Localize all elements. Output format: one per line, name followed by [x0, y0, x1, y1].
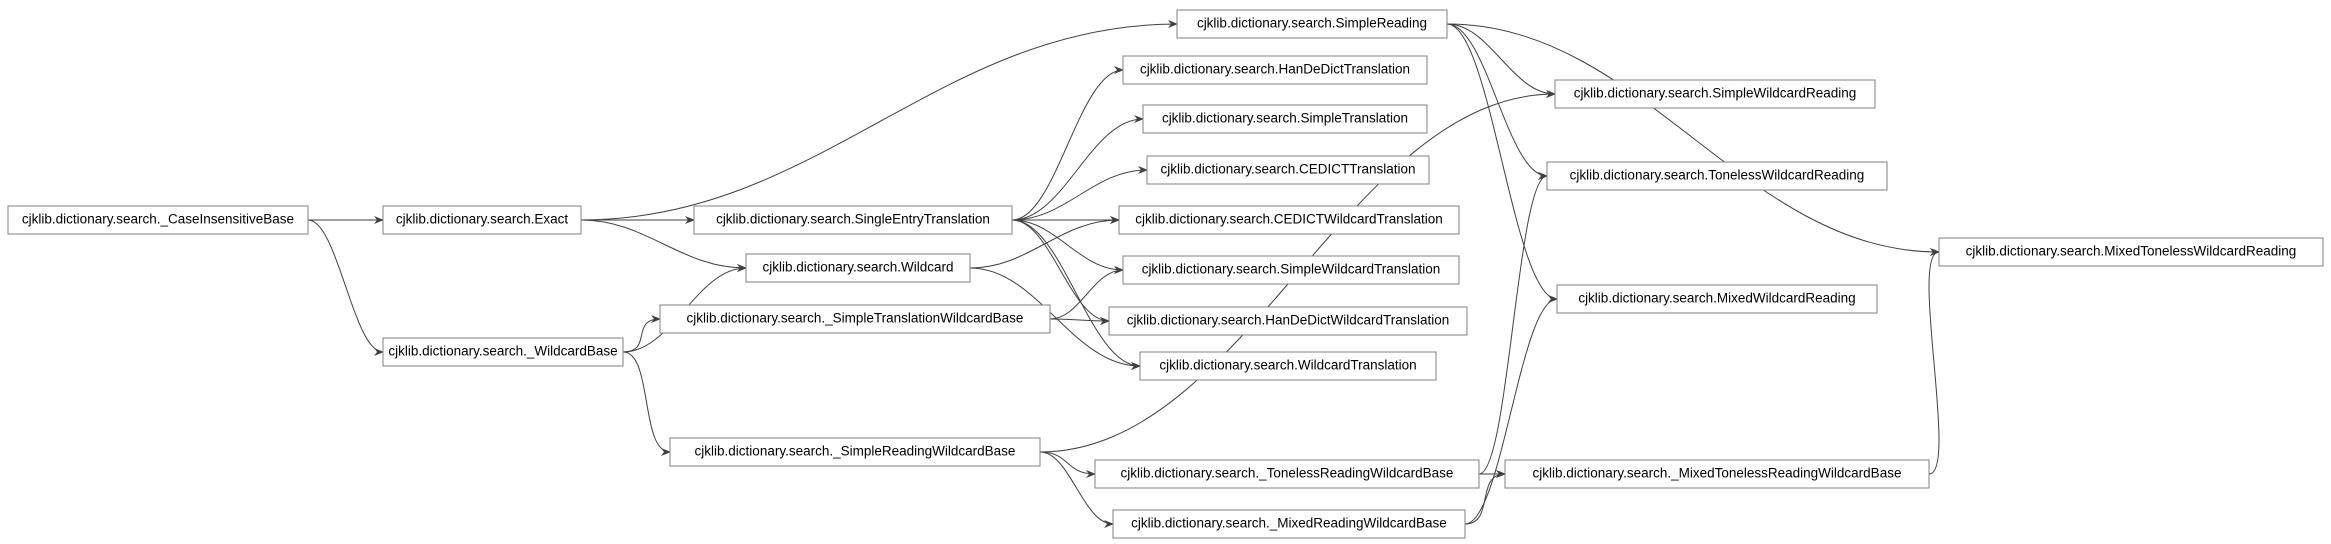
node-label-simpleReadWB: cjklib.dictionary.search._SimpleReadingW…	[695, 444, 1016, 459]
node-label-singleEntryTrans: cjklib.dictionary.search.SingleEntryTran…	[716, 212, 990, 227]
node-hanDeDictWildTrans: cjklib.dictionary.search.HanDeDictWildca…	[1109, 307, 1467, 335]
edge-mixedTonelessReadWB-mixedTonelessWildRead	[1929, 252, 1939, 474]
node-label-simpleTrans: cjklib.dictionary.search.SimpleTranslati…	[1162, 111, 1408, 126]
node-singleEntryTrans: cjklib.dictionary.search.SingleEntryTran…	[694, 206, 1012, 234]
node-label-tonelessWildRead: cjklib.dictionary.search.TonelessWildcar…	[1570, 168, 1865, 183]
edge-wildcardBase-simpleReadWB	[623, 352, 670, 452]
node-label-tonelessReadWB: cjklib.dictionary.search._TonelessReadin…	[1121, 466, 1454, 481]
node-tonelessReadWB: cjklib.dictionary.search._TonelessReadin…	[1095, 460, 1479, 488]
node-label-cedictWildTrans: cjklib.dictionary.search.CEDICTWildcardT…	[1135, 212, 1443, 227]
edge-singleEntryTrans-hanDeDictTrans	[1012, 70, 1123, 220]
node-hanDeDictTrans: cjklib.dictionary.search.HanDeDictTransl…	[1123, 56, 1427, 84]
node-mixedWildRead: cjklib.dictionary.search.MixedWildcardRe…	[1557, 285, 1877, 313]
node-label-simpleWildTrans: cjklib.dictionary.search.SimpleWildcardT…	[1142, 262, 1441, 277]
node-simpleReadWB: cjklib.dictionary.search._SimpleReadingW…	[670, 438, 1040, 466]
node-label-mixedTonelessWildRead: cjklib.dictionary.search.MixedTonelessWi…	[1966, 244, 2297, 259]
node-cedictWildTrans: cjklib.dictionary.search.CEDICTWildcardT…	[1119, 206, 1459, 234]
node-wildcardTrans: cjklib.dictionary.search.WildcardTransla…	[1140, 352, 1436, 380]
node-label-mixedTonelessReadWB: cjklib.dictionary.search._MixedTonelessR…	[1533, 466, 1902, 481]
node-label-simpleReading: cjklib.dictionary.search.SimpleReading	[1197, 16, 1427, 31]
nodes: cjklib.dictionary.search._CaseInsensitiv…	[8, 10, 2323, 538]
node-label-simpleTransWB: cjklib.dictionary.search._SimpleTranslat…	[687, 311, 1024, 326]
node-mixedTonelessWildRead: cjklib.dictionary.search.MixedTonelessWi…	[1939, 238, 2323, 266]
node-label-cedictTrans: cjklib.dictionary.search.CEDICTTranslati…	[1160, 162, 1415, 177]
node-cedictTrans: cjklib.dictionary.search.CEDICTTranslati…	[1147, 156, 1429, 184]
inheritance-diagram: cjklib.dictionary.search._CaseInsensitiv…	[0, 0, 2331, 544]
edge-singleEntryTrans-simpleTrans	[1012, 119, 1143, 220]
edge-simpleReading-simpleWildRead	[1447, 24, 1555, 94]
node-label-mixedReadWB: cjklib.dictionary.search._MixedReadingWi…	[1131, 516, 1447, 531]
node-label-simpleWildRead: cjklib.dictionary.search.SimpleWildcardR…	[1574, 86, 1857, 101]
node-mixedReadWB: cjklib.dictionary.search._MixedReadingWi…	[1113, 510, 1465, 538]
edge-mixedReadWB-mixedWildRead	[1465, 299, 1557, 524]
edge-singleEntryTrans-wildcardTrans	[1012, 220, 1140, 366]
node-label-wildcardBase: cjklib.dictionary.search._WildcardBase	[388, 344, 617, 359]
node-label-exact: cjklib.dictionary.search.Exact	[396, 212, 569, 227]
edge-singleEntryTrans-simpleWildTrans	[1012, 220, 1123, 270]
node-simpleReading: cjklib.dictionary.search.SimpleReading	[1177, 10, 1447, 38]
node-label-hanDeDictWildTrans: cjklib.dictionary.search.HanDeDictWildca…	[1127, 313, 1450, 328]
edge-caseInsensitive-wildcardBase	[308, 220, 383, 352]
node-simpleTrans: cjklib.dictionary.search.SimpleTranslati…	[1143, 105, 1427, 133]
node-label-caseInsensitive: cjklib.dictionary.search._CaseInsensitiv…	[22, 212, 294, 227]
edge-simpleReading-mixedTonelessWildRead	[1447, 24, 1939, 252]
edge-wildcardBase-simpleTransWB	[623, 319, 660, 352]
node-tonelessWildRead: cjklib.dictionary.search.TonelessWildcar…	[1547, 162, 1887, 190]
node-mixedTonelessReadWB: cjklib.dictionary.search._MixedTonelessR…	[1505, 460, 1929, 488]
node-caseInsensitive: cjklib.dictionary.search._CaseInsensitiv…	[8, 206, 308, 234]
node-label-wildcardTrans: cjklib.dictionary.search.WildcardTransla…	[1159, 358, 1416, 373]
node-exact: cjklib.dictionary.search.Exact	[383, 206, 581, 234]
edge-tonelessReadWB-tonelessWildRead	[1479, 176, 1547, 474]
edge-simpleReadWB-tonelessReadWB	[1040, 452, 1095, 474]
node-label-hanDeDictTrans: cjklib.dictionary.search.HanDeDictTransl…	[1140, 62, 1410, 77]
node-simpleWildRead: cjklib.dictionary.search.SimpleWildcardR…	[1555, 80, 1875, 108]
node-wildcardBase: cjklib.dictionary.search._WildcardBase	[383, 338, 623, 366]
node-simpleWildTrans: cjklib.dictionary.search.SimpleWildcardT…	[1123, 256, 1459, 284]
edge-simpleReading-tonelessWildRead	[1447, 24, 1547, 176]
node-label-wildcard: cjklib.dictionary.search.Wildcard	[762, 260, 953, 275]
node-wildcard: cjklib.dictionary.search.Wildcard	[746, 254, 970, 282]
edge-simpleReading-mixedWildRead	[1447, 24, 1557, 299]
node-simpleTransWB: cjklib.dictionary.search._SimpleTranslat…	[660, 305, 1050, 333]
node-label-mixedWildRead: cjklib.dictionary.search.MixedWildcardRe…	[1578, 291, 1855, 306]
